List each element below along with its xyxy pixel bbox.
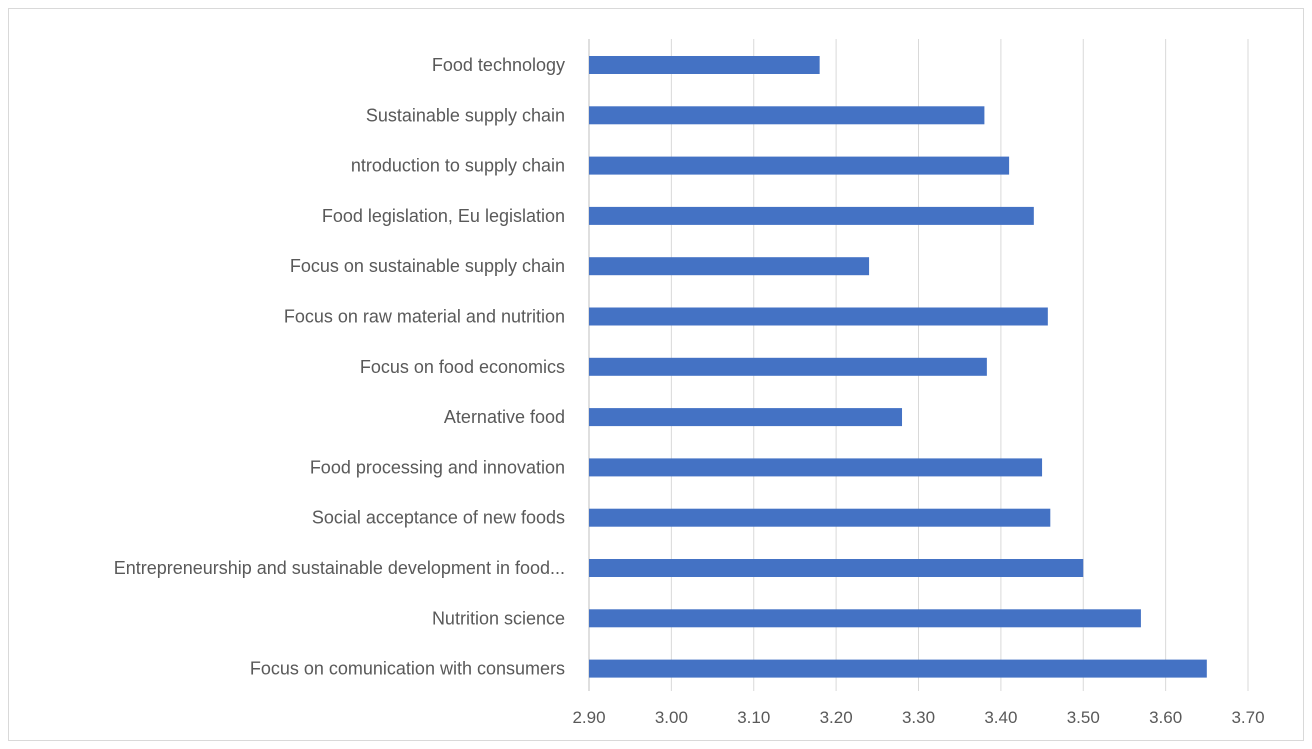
- category-labels: Food technology Sustainable supply chain n…: [114, 55, 565, 679]
- bar-chart: Food technology Sustainable supply chain n…: [114, 39, 1265, 727]
- x-tick-label: 3.00: [655, 708, 688, 727]
- bar: [589, 56, 820, 74]
- bar: [589, 156, 1010, 175]
- bars: [589, 56, 1207, 678]
- category-label: Food technology: [432, 55, 565, 75]
- category-label: Food processing and innovation: [310, 457, 565, 477]
- x-tick-label: 3.60: [1149, 708, 1182, 727]
- bar: [589, 307, 1048, 326]
- category-label: Focus on food economics: [360, 357, 565, 377]
- bar: [589, 408, 903, 427]
- category-label: Entrepreneurship and sustainable develop…: [114, 558, 565, 578]
- chart-frame: Food technology Sustainable supply chain n…: [8, 8, 1304, 741]
- x-axis-ticks: 2.90 3.00 3.10 3.20 3.30 3.40 3.50 3.60 3.70: [572, 708, 1264, 727]
- bar: [589, 458, 1043, 477]
- bar: [589, 659, 1207, 678]
- category-label: Focus on raw material and nutrition: [284, 307, 565, 327]
- bar: [589, 106, 985, 125]
- bar: [589, 609, 1141, 628]
- category-label: Sustainable supply chain: [366, 105, 565, 125]
- bar: [589, 357, 987, 376]
- category-label: Aternative food: [444, 407, 565, 427]
- category-label: Focus on sustainable supply chain: [290, 256, 565, 276]
- bar: [589, 206, 1034, 225]
- x-tick-label: 3.70: [1231, 708, 1264, 727]
- x-tick-label: 3.30: [902, 708, 935, 727]
- x-tick-label: 3.50: [1067, 708, 1100, 727]
- x-tick-label: 2.90: [572, 708, 605, 727]
- category-label: ntroduction to supply chain: [351, 156, 565, 176]
- category-label: Nutrition science: [432, 608, 565, 628]
- category-label: Food legislation, Eu legislation: [322, 206, 565, 226]
- category-label: Focus on comunication with consumers: [250, 659, 565, 679]
- category-label: Social acceptance of new foods: [312, 508, 565, 528]
- bar: [589, 508, 1051, 527]
- bar: [589, 559, 1084, 577]
- x-tick-label: 3.20: [820, 708, 853, 727]
- bar: [589, 257, 870, 276]
- x-tick-label: 3.10: [737, 708, 770, 727]
- x-tick-label: 3.40: [984, 708, 1017, 727]
